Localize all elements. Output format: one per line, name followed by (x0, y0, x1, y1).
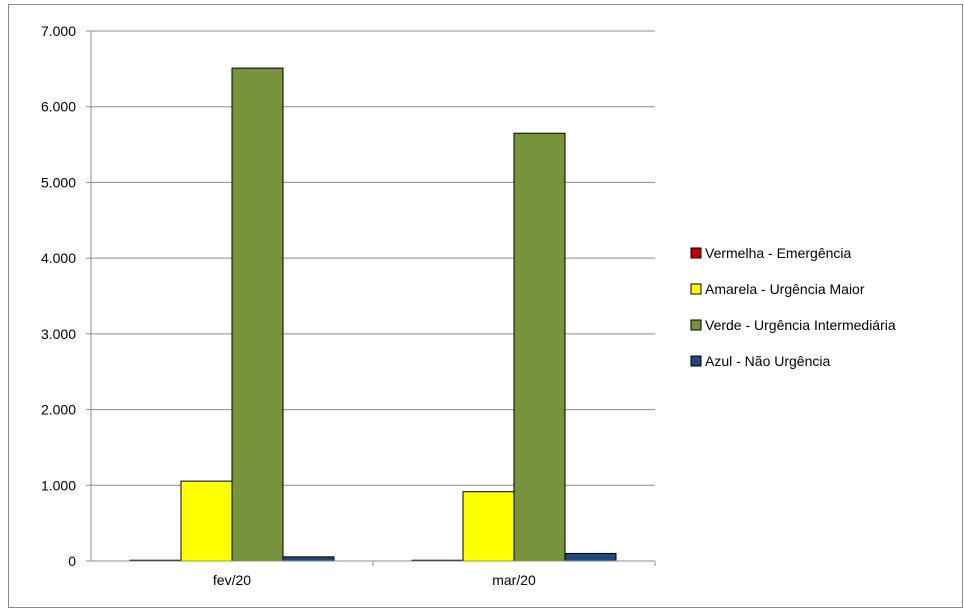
axes (90, 31, 656, 566)
x-tick-label: mar/20 (492, 572, 536, 588)
y-tick-label: 7.000 (41, 23, 76, 39)
y-tick-label: 0 (68, 553, 76, 569)
legend-swatch (690, 247, 702, 259)
legend-swatch (690, 319, 702, 331)
y-tick-label: 4.000 (41, 250, 76, 266)
legend-label: Verde - Urgência Intermediária (705, 317, 896, 333)
x-tick-label: fev/20 (213, 572, 251, 588)
legend: Vermelha - Emergência Amarela - Urgência … (690, 245, 896, 369)
y-tick-label: 1.000 (41, 477, 76, 493)
y-tick-label: 5.000 (41, 174, 76, 190)
legend-label: Vermelha - Emergência (705, 245, 852, 261)
legend-swatch (690, 355, 702, 367)
y-tick-labels: 0 1.000 2.000 3.000 4.000 5.000 6.000 7.000 (41, 23, 76, 569)
y-tick-label: 6.000 (41, 99, 76, 115)
x-tick-labels: fev/20 mar/20 (213, 572, 536, 588)
legend-swatch (690, 283, 702, 295)
legend-label: Amarela - Urgência Maior (705, 281, 865, 297)
bar (513, 132, 566, 562)
bar (231, 67, 284, 562)
gridlines (86, 30, 655, 562)
y-tick-label: 2.000 (41, 402, 76, 418)
bar (282, 556, 335, 562)
bar (462, 491, 515, 562)
bars (129, 67, 617, 562)
bar (180, 480, 233, 562)
legend-label: Azul - Não Urgência (705, 353, 830, 369)
bar (564, 552, 617, 562)
y-tick-label: 3.000 (41, 326, 76, 342)
